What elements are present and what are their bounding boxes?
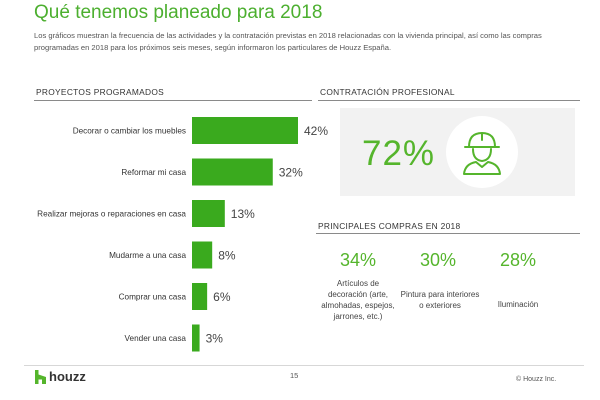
bar	[192, 200, 225, 227]
houzz-logo-text: houzz	[49, 369, 86, 384]
bar-category-label: Realizar mejoras o reparaciones en casa	[37, 210, 186, 219]
copyright: © Houzz Inc.	[516, 376, 557, 383]
projects-heading: PROYECTOS PROGRAMADOS	[36, 87, 165, 97]
page-title: Qué tenemos planeado para 2018	[34, 2, 323, 23]
bar-value-label: 8%	[218, 249, 236, 263]
bar-value-label: 6%	[213, 290, 231, 304]
bar	[192, 283, 208, 310]
bar-category-label: Comprar una casa	[119, 293, 187, 302]
purchases-heading: PRINCIPALES COMPRAS EN 2018	[318, 221, 461, 231]
hiring-divider	[318, 100, 580, 101]
bar	[192, 241, 213, 269]
purchase-decoration-percentage: 34%	[339, 250, 377, 270]
bar-category-label: Decorar o cambiar los muebles	[73, 127, 186, 136]
bar	[192, 117, 298, 144]
purchase-paint-label: Pintura para interiores o exteriores	[400, 290, 480, 310]
purchase-decoration-label: Artículos de decoración (arte, almohadas…	[321, 279, 395, 321]
bar-value-label: 42%	[304, 124, 328, 138]
purchase-lighting-percentage: 28%	[499, 250, 537, 270]
purchase-lighting-label: Iluminación	[497, 300, 539, 309]
bar	[192, 324, 200, 352]
construction-worker-icon	[463, 132, 501, 175]
hiring-percentage: 72%	[362, 134, 436, 173]
houzz-logo: houzz	[35, 369, 86, 384]
page-number: 15	[290, 371, 299, 380]
projects-bar-chart: Decorar o cambiar los muebles 42% Reformar…	[37, 117, 328, 352]
intro-text: Los gráficos muestran la frecuencia de l…	[34, 31, 542, 52]
bar-category-label: Vender una casa	[125, 334, 187, 343]
bar	[192, 158, 273, 186]
worker-badge	[446, 116, 518, 188]
bar-value-label: 32%	[279, 166, 303, 180]
footer-divider	[24, 365, 584, 366]
bar-value-label: 3%	[206, 332, 224, 346]
bar-category-label: Reformar mi casa	[121, 168, 186, 177]
houzz-logo-icon	[35, 369, 46, 384]
purchase-paint-percentage: 30%	[419, 250, 457, 270]
hiring-heading: CONTRATACIÓN PROFESIONAL	[320, 87, 455, 97]
projects-divider	[34, 100, 312, 101]
purchases-divider	[316, 233, 580, 234]
bar-value-label: 13%	[231, 207, 255, 221]
bar-category-label: Mudarme a una casa	[109, 251, 186, 260]
